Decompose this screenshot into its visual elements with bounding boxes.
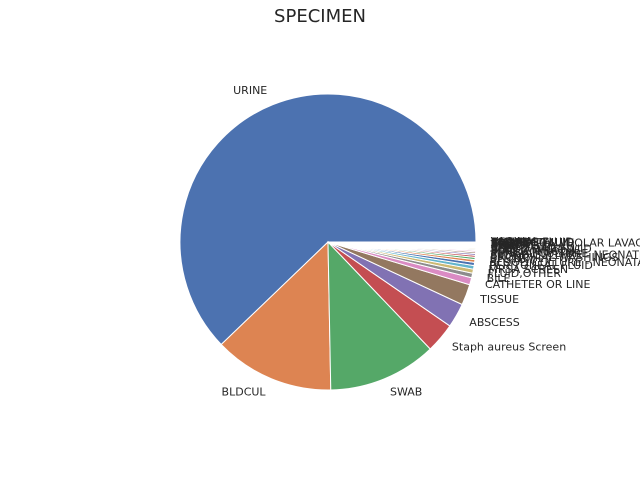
pie-slice-label-27: PLEURAL FLUID [491, 236, 575, 249]
pie-slice-label-8: FLUID,OTHER [488, 267, 562, 280]
pie-slice-label-13: BRONCHIAL WASHINGS [490, 251, 618, 264]
pie-slice-label-26: BRONCHOALVEOLAR LAVAGE [491, 237, 640, 250]
pie-slice-label-18: BLOOD BAG FLUID [491, 242, 592, 255]
pie-slice-label-11: BLOOD CULTURE - NEONATAL CU [489, 256, 640, 269]
pie-slice-label-0: URINE [233, 84, 267, 97]
pie-slice-label-1: BLDCUL [222, 385, 267, 398]
pie-slice-2 [327, 240, 431, 391]
pie-slice-label-5: TISSUE [479, 293, 519, 306]
pie-slice-label-15: FUNGAL CULTURE [490, 247, 588, 260]
pie-slice-label-19: CSF [491, 241, 512, 254]
pie-slice-label-20: EYE [491, 240, 512, 253]
pie-slice-label-2: SWAB [390, 386, 422, 399]
pie-slice-label-28: ANORECTAL [491, 236, 558, 249]
pie-slice-1 [220, 240, 332, 391]
pie-slice-label-14: BLOOD CULTURE - NEONATE [490, 249, 640, 262]
pie-slice-label-23: THROAT [490, 238, 536, 251]
pie-slice-label-17: BONE MARROW [491, 244, 578, 257]
pie-slice-label-24: ASPIRATE [491, 238, 543, 251]
pie-slice-label-9: MRSA SCREEN [488, 263, 568, 276]
pie-slice-label-21: JOINT FLUID [490, 240, 556, 253]
pie-slice-label-4: ABSCESS [469, 316, 519, 329]
pie-slice-label-25: STOOL [491, 237, 529, 250]
pie-slice-label-29: CERVIX [491, 236, 531, 249]
pie-slice-0 [179, 93, 477, 346]
pie-slice-label-7: BILE [487, 272, 511, 285]
pie-slice-label-6: CATHETER OR LINE [485, 278, 591, 291]
pie-slice-label-10: PERITONEAL FLUID [489, 259, 593, 272]
pie-slice-label-30: DIALYSIS FLUID [491, 235, 574, 248]
pie-slice-label-31: VAGINAL [491, 235, 540, 248]
pie-slice-label-16: FOREIGN BODY [490, 245, 574, 258]
pie-slice-label-12: SPUTUM [490, 253, 536, 266]
pie-slice-label-22: FECES [491, 239, 526, 252]
chart-title: SPECIMEN [274, 6, 366, 27]
pie-slice-label-3: Staph aureus Screen [452, 341, 566, 354]
